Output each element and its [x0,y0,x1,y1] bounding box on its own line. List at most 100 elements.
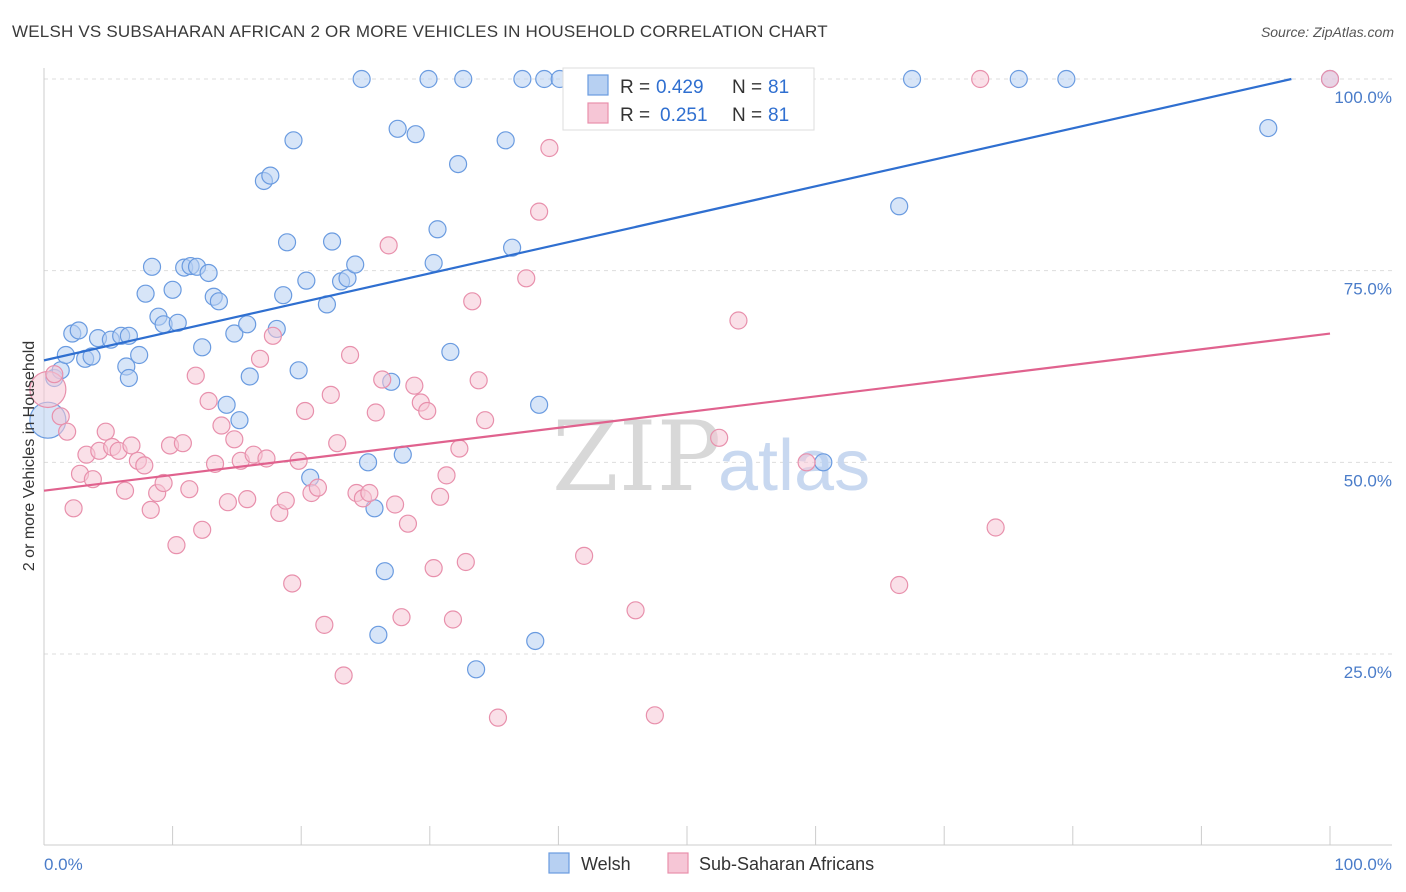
legend-swatch-welsh-bottom [548,852,570,874]
data-point [180,480,199,499]
data-point [225,430,244,449]
y-tick-label: 50.0% [1344,471,1392,490]
data-point [710,428,729,447]
data-point [115,481,135,500]
data-point [263,326,283,345]
y-tick-label: 75.0% [1344,280,1392,299]
data-point [217,395,236,414]
data-point [454,69,473,89]
legend-r-label-2: R = [620,105,650,126]
data-point [360,483,379,503]
stats-legend: R = 0.429 N = 81 R = 0.251 N = 81 [562,67,815,131]
data-point [51,407,70,426]
data-point [346,255,365,274]
data-point [797,453,816,472]
legend-r-value-1: 0.429 [656,77,704,98]
data-point [199,391,218,411]
legend-r-value-2: 0.251 [660,105,708,126]
data-point [448,155,468,174]
data-point [352,69,371,89]
data-point [238,315,257,334]
legend-swatch-subsaharan [587,102,609,124]
data-point [334,666,353,685]
data-point [405,376,424,395]
data-point [424,559,443,578]
data-point [308,478,328,497]
data-point [328,434,347,453]
legend-swatch-welsh [587,74,609,96]
data-point [450,439,469,458]
data-point [463,292,482,311]
data-point [96,422,115,441]
data-point [475,411,495,430]
x-tick-labels: 0.0% 100.0% [44,855,1392,874]
data-points [29,69,1340,727]
watermark-zip: ZIP [552,401,721,513]
data-point [130,345,149,365]
data-point [276,491,295,510]
data-point [122,436,141,455]
data-point [193,338,212,357]
data-point [379,236,398,255]
data-point [45,365,64,384]
data-point [136,284,155,303]
data-point [437,466,456,485]
data-point [428,220,447,239]
data-point [261,166,280,185]
data-point [58,422,77,441]
data-point [535,69,554,89]
data-point [456,552,475,572]
data-point [1009,69,1028,89]
trend-line-subsaharan [43,332,1331,492]
data-point [283,574,302,593]
data-point [526,631,545,651]
data-point [154,473,173,493]
series-subsaharan [29,69,1340,727]
data-point [230,411,249,430]
trend-lines [43,77,1331,492]
data-point [238,490,257,509]
data-point [1320,69,1340,89]
data-point [167,536,186,555]
data-point [69,321,88,340]
data-point [338,269,357,288]
data-point [488,708,508,727]
data-point [398,514,418,533]
data-point [575,546,594,565]
data-point [986,518,1005,537]
legend-n-value-2: 81 [768,105,789,126]
gridlines [44,78,1392,655]
data-point [393,445,412,464]
data-point [205,454,225,473]
data-point [366,403,385,422]
data-point [240,367,259,386]
watermark: ZIP atlas [552,401,870,513]
data-point [419,69,438,89]
data-point [64,499,83,518]
trend-line-welsh [43,77,1292,362]
data-point [373,370,392,389]
data-point [971,69,990,89]
legend-label-subsaharan: Sub-Saharan Africans [699,854,874,874]
data-point [406,125,425,144]
data-point [890,197,909,216]
legend-swatch-subsaharan-bottom [667,852,689,874]
series-welsh [29,69,1340,679]
legend-n-label-1: N = [732,77,762,98]
data-point [424,253,443,273]
data-point [418,401,437,421]
data-point [209,292,228,311]
data-point [902,69,922,89]
data-point [340,345,360,365]
data-point [443,610,463,629]
series-legend: Welsh Sub-Saharan Africans [548,852,874,874]
data-point [430,487,450,506]
data-point [277,233,297,252]
data-point [218,493,237,512]
source-credit: Source: ZipAtlas.com [1260,24,1394,40]
data-point [225,324,244,343]
data-point [1057,69,1076,89]
legend-r-label-1: R = [620,77,650,98]
data-point [517,269,536,288]
data-point [729,311,748,330]
